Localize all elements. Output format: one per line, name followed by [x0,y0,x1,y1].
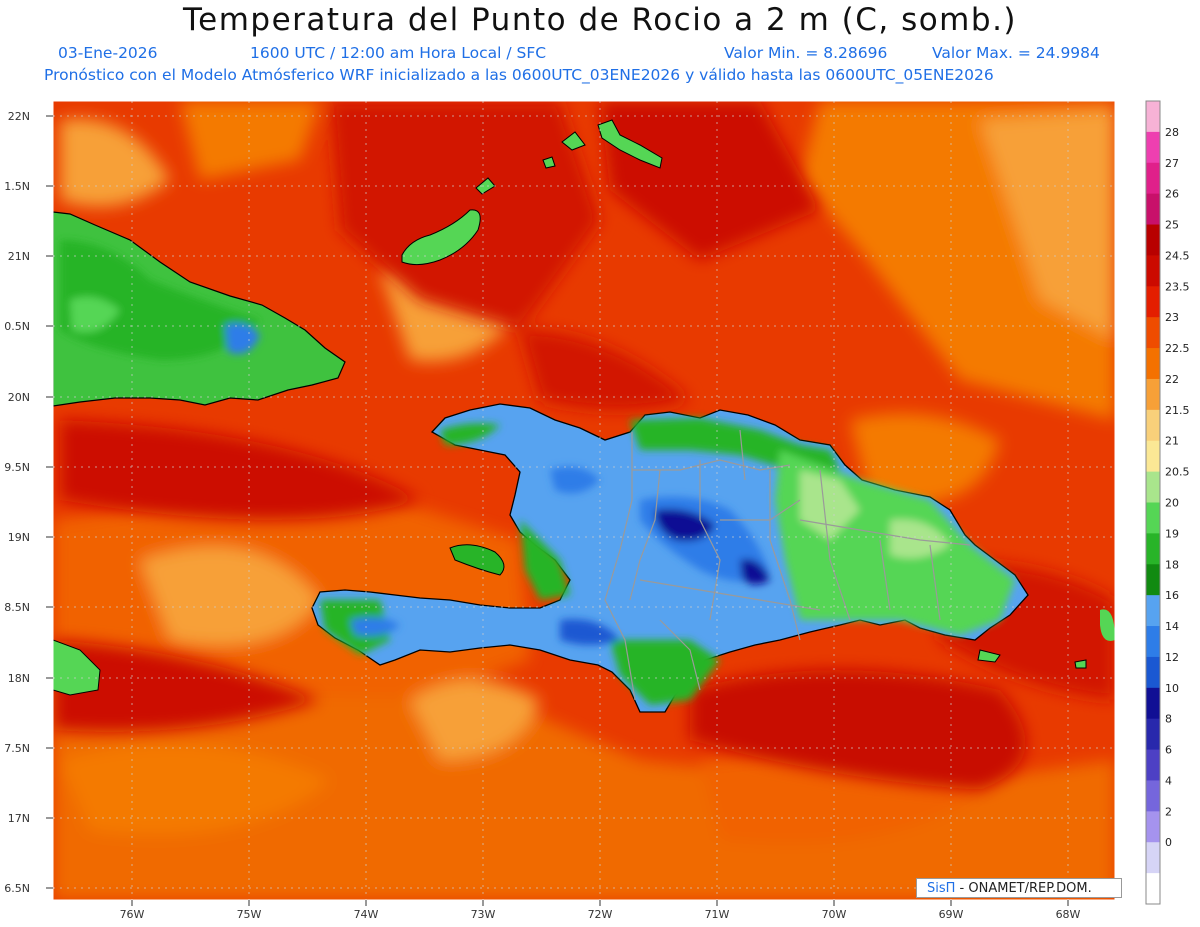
credit-box: SisΠ - ONAMET/REP.DOM. [916,878,1122,898]
colorbar-label: 18 [1165,558,1179,571]
lon-label: 73W [471,908,496,921]
colorbar-swatch [1146,533,1160,565]
lon-label: 72W [588,908,613,921]
page-title: Temperatura del Punto de Rocio a 2 m (C,… [182,2,1018,38]
colorbar-swatch [1146,811,1160,843]
lon-label: 68W [1056,908,1081,921]
colorbar-label: 16 [1165,589,1179,602]
colorbar-label: 10 [1165,682,1179,695]
colorbar-label: 12 [1165,651,1179,664]
colorbar-label: 21 [1165,435,1179,448]
colorbar-label: 26 [1165,188,1179,201]
colorbar-swatch [1146,780,1160,812]
colorbar-label: 25 [1165,219,1179,232]
lat-label: 0.5N [4,320,30,333]
colorbar-label: 4 [1165,774,1172,787]
lat-label: 1.5N [4,180,30,193]
colorbar-labels: 2827262524.523.52322.52221.52120.5201918… [1165,126,1190,849]
colorbar-swatch [1146,193,1160,226]
colorbar-swatch [1146,348,1160,380]
axis-ticks [46,115,1069,906]
colorbar-swatch [1146,162,1160,195]
colorbar-swatch [1146,626,1160,658]
lat-label: 21N [8,250,30,263]
colorbar-label: 23.5 [1165,280,1190,293]
colorbar-label: 20 [1165,497,1179,510]
lon-label: 76W [120,908,145,921]
lon-label: 71W [705,908,730,921]
colorbar-swatch [1146,378,1160,411]
colorbar-swatch [1146,101,1160,133]
colorbar-label: 2 [1165,805,1172,818]
lat-label: 19N [8,531,30,544]
map-frame [52,100,1116,901]
colorbar-swatch [1146,131,1160,164]
colorbar-swatch [1146,224,1160,256]
colorbar [1145,100,1161,905]
lat-label: 6.5N [4,882,30,895]
colorbar-label: 23 [1165,311,1179,324]
province-borders [604,429,971,701]
colorbar-swatch [1146,749,1160,781]
lon-label: 75W [237,908,262,921]
graticule [53,101,1115,900]
forecast-time: 1600 UTC / 12:00 am Hora Local / SFC [250,44,547,62]
colorbar-label: 6 [1165,744,1172,757]
colorbar-swatch [1146,502,1160,534]
lat-label: 7.5N [4,742,30,755]
min-value: Valor Min. = 8.28696 [724,44,888,62]
colorbar-label: 27 [1165,157,1179,170]
credit-brand: SisΠ [927,881,956,896]
colorbar-swatch [1146,718,1160,751]
colorbar-swatch [1146,842,1160,874]
lat-label: 9.5N [4,461,30,474]
colorbar-swatch [1146,564,1160,596]
lat-label: 17N [8,812,30,825]
lon-label: 70W [822,908,847,921]
colorbar-label: 22.5 [1165,342,1190,355]
colorbar-swatch [1146,317,1160,349]
lat-label: 20N [8,391,30,404]
colorbar-label: 8 [1165,713,1172,726]
lon-label: 74W [354,908,379,921]
colorbar-label: 0 [1165,836,1172,849]
credit-text: - ONAMET/REP.DOM. [955,881,1092,896]
colorbar-label: 14 [1165,620,1179,633]
colorbar-frame [1145,100,1161,905]
colorbar-swatch [1146,471,1160,503]
lat-label: 22N [8,110,30,123]
colorbar-swatch [1146,255,1160,287]
colorbar-swatch [1146,687,1160,720]
colorbar-swatch [1146,440,1160,473]
max-value: Valor Max. = 24.9984 [932,44,1100,62]
colorbar-label: 21.5 [1165,404,1190,417]
colorbar-label: 20.5 [1165,466,1190,479]
forecast-date: 03-Ene-2026 [58,44,158,62]
lon-label: 69W [939,908,964,921]
dewpoint-field [53,101,1115,900]
lat-label: 18N [8,672,30,685]
colorbar-swatch [1146,286,1160,318]
colorbar-swatch [1146,873,1160,905]
model-info: Pronóstico con el Modelo Atmósferico WRF… [44,66,994,84]
lat-label: 8.5N [4,601,30,614]
colorbar-swatch [1146,409,1160,442]
colorbar-label: 24.5 [1165,249,1190,262]
colorbar-label: 28 [1165,126,1179,139]
colorbar-swatch [1146,595,1160,627]
colorbar-swatch [1146,656,1160,689]
colorbar-label: 19 [1165,527,1179,540]
colorbar-label: 22 [1165,373,1179,386]
